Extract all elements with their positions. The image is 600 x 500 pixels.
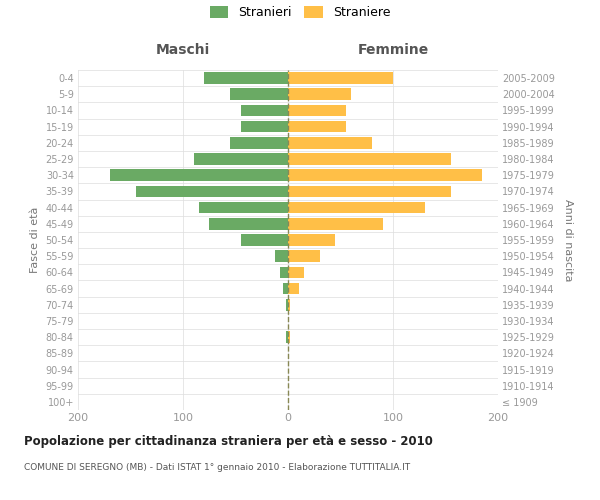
Bar (288, 72, 393, 84)
Bar (109, 170, 288, 181)
Bar (288, 153, 451, 165)
Bar (209, 218, 288, 230)
Bar (288, 282, 299, 294)
Text: Popolazione per cittadinanza straniera per età e sesso - 2010: Popolazione per cittadinanza straniera p… (24, 435, 433, 448)
Bar (241, 121, 288, 132)
Text: COMUNE DI SEREGNO (MB) - Dati ISTAT 1° gennaio 2010 - Elaborazione TUTTITALIA.IT: COMUNE DI SEREGNO (MB) - Dati ISTAT 1° g… (24, 462, 410, 471)
Y-axis label: Anni di nascita: Anni di nascita (563, 198, 574, 281)
Bar (288, 332, 290, 343)
Bar (288, 186, 451, 198)
Bar (288, 299, 290, 310)
Bar (288, 137, 372, 148)
Bar (288, 170, 482, 181)
Y-axis label: Fasce di età: Fasce di età (30, 207, 40, 273)
Bar (275, 250, 288, 262)
Bar (288, 104, 346, 117)
Legend: Stranieri, Straniere: Stranieri, Straniere (209, 6, 391, 19)
Bar (288, 234, 335, 246)
Bar (136, 186, 288, 198)
Bar (230, 88, 288, 100)
Text: Maschi: Maschi (156, 44, 210, 58)
Bar (288, 218, 383, 230)
Bar (288, 250, 320, 262)
Bar (204, 72, 288, 84)
Text: Femmine: Femmine (358, 44, 428, 58)
Bar (288, 88, 351, 100)
Bar (199, 202, 288, 213)
Bar (241, 104, 288, 117)
Bar (193, 153, 288, 165)
Bar (280, 266, 288, 278)
Bar (288, 202, 425, 213)
Bar (241, 234, 288, 246)
Bar (230, 137, 288, 148)
Bar (283, 282, 288, 294)
Bar (286, 299, 288, 310)
Bar (288, 266, 304, 278)
Bar (286, 332, 288, 343)
Bar (288, 121, 346, 132)
